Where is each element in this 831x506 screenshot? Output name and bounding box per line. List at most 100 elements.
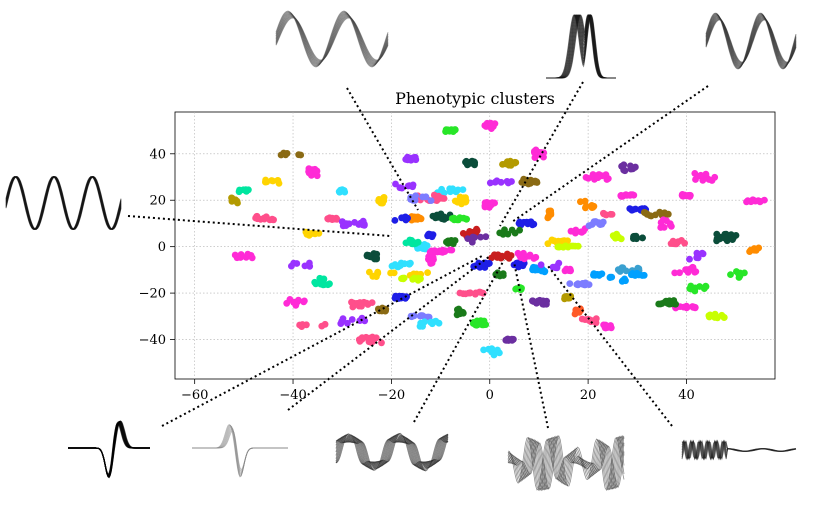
waveform-inset	[681, 439, 797, 461]
scatter-point	[691, 304, 699, 311]
scatter-point	[409, 276, 417, 283]
scatter-point	[269, 216, 276, 224]
scatter-point	[608, 211, 616, 218]
scatter-point	[504, 179, 512, 187]
scatter-point	[432, 317, 440, 325]
x-axis: −60 −40 −20 0 20 40	[181, 379, 695, 403]
scatter-point	[531, 266, 539, 274]
scatter-point	[622, 267, 630, 275]
scatter-point	[424, 269, 431, 276]
scatter-point	[407, 259, 414, 267]
scatter-point	[589, 171, 597, 178]
scatter-point	[312, 166, 319, 174]
scatter-point	[582, 202, 590, 210]
scatter-point	[348, 316, 356, 323]
scatter-point	[697, 171, 705, 179]
waveform-trace	[68, 421, 150, 476]
scatter-point	[391, 217, 399, 224]
scatter-point	[451, 237, 459, 244]
scatter-point	[417, 275, 424, 283]
waveform-trace	[335, 434, 449, 469]
scatter-point	[480, 317, 488, 325]
scatter-point	[459, 308, 467, 316]
scatter-point	[400, 214, 407, 222]
scatter-point	[713, 230, 721, 238]
scatter-point	[729, 236, 736, 244]
y-tick-label: 40	[149, 147, 166, 162]
pointer-line	[161, 255, 483, 427]
scatter-point	[533, 178, 540, 186]
scatter-point	[441, 248, 449, 256]
scatter-point	[621, 167, 629, 175]
scatter-point	[446, 246, 454, 254]
waveform-trace	[5, 176, 122, 230]
scatter-point	[666, 221, 674, 229]
scatter-point	[578, 229, 586, 236]
scatter-point	[504, 159, 512, 166]
waveform-trace	[192, 428, 288, 473]
scatter-point	[488, 348, 495, 356]
pointer-line	[547, 265, 673, 427]
scatter-point	[341, 220, 348, 228]
scatter-point	[661, 209, 668, 217]
waveform-trace	[507, 435, 625, 491]
scatter-point	[587, 318, 595, 326]
scatter-point	[607, 322, 614, 329]
scatter-point	[621, 275, 628, 283]
waveform-trace	[546, 14, 616, 79]
scatter-point	[683, 304, 690, 312]
scatter-point	[706, 311, 714, 319]
scatter-point	[418, 322, 425, 330]
scatter-point	[684, 269, 692, 276]
scatter-point	[584, 174, 592, 182]
scatter-point	[657, 224, 665, 231]
x-tick-label: −40	[279, 388, 306, 403]
scatter-point	[427, 260, 435, 267]
scatter-point	[721, 234, 729, 242]
scatter-point	[588, 204, 596, 212]
waveform-trace	[68, 421, 150, 476]
scatter-point	[526, 218, 534, 226]
scatter-point	[368, 299, 376, 306]
waveform-trace	[507, 435, 625, 491]
scatter-point	[309, 229, 317, 237]
scatter-point	[702, 282, 710, 290]
scatter-point	[594, 174, 602, 182]
pointer-line	[287, 255, 491, 411]
scatter-point	[615, 266, 623, 274]
waveform-trace	[705, 12, 797, 70]
scatter-point	[449, 128, 457, 136]
x-tick-label: 40	[678, 388, 695, 403]
waveform-trace	[507, 435, 625, 492]
scatter-point	[496, 272, 504, 280]
scatter-point	[487, 201, 495, 209]
scatter-point	[567, 292, 575, 300]
y-tick-label: −20	[139, 287, 166, 302]
scatter-point	[378, 339, 385, 347]
scatter-point	[504, 230, 512, 238]
scatter-point	[366, 253, 374, 260]
scatter-point	[601, 322, 608, 329]
scatter-point	[684, 192, 692, 199]
waveform-trace	[5, 176, 122, 230]
scatter-point	[411, 215, 419, 223]
scatter-point	[228, 194, 235, 202]
scatter-point	[466, 289, 474, 297]
scatter-point	[245, 186, 252, 194]
scatter-point	[743, 198, 750, 206]
scatter-point	[268, 177, 275, 184]
x-tick-label: 20	[580, 388, 597, 403]
scatter-point	[406, 236, 414, 244]
scatter-point	[496, 349, 503, 357]
waveform-trace	[68, 421, 150, 477]
cluster-pointer-lines	[127, 81, 709, 429]
scatter-point	[720, 314, 728, 321]
waveform-inset	[705, 12, 797, 70]
scatter-point	[254, 215, 261, 223]
scatter-point	[315, 229, 323, 237]
scatter-point	[426, 248, 434, 256]
waveform-trace	[68, 420, 150, 479]
scatter-point	[617, 192, 625, 200]
scatter-point	[305, 169, 313, 177]
scatter-point	[459, 186, 467, 194]
